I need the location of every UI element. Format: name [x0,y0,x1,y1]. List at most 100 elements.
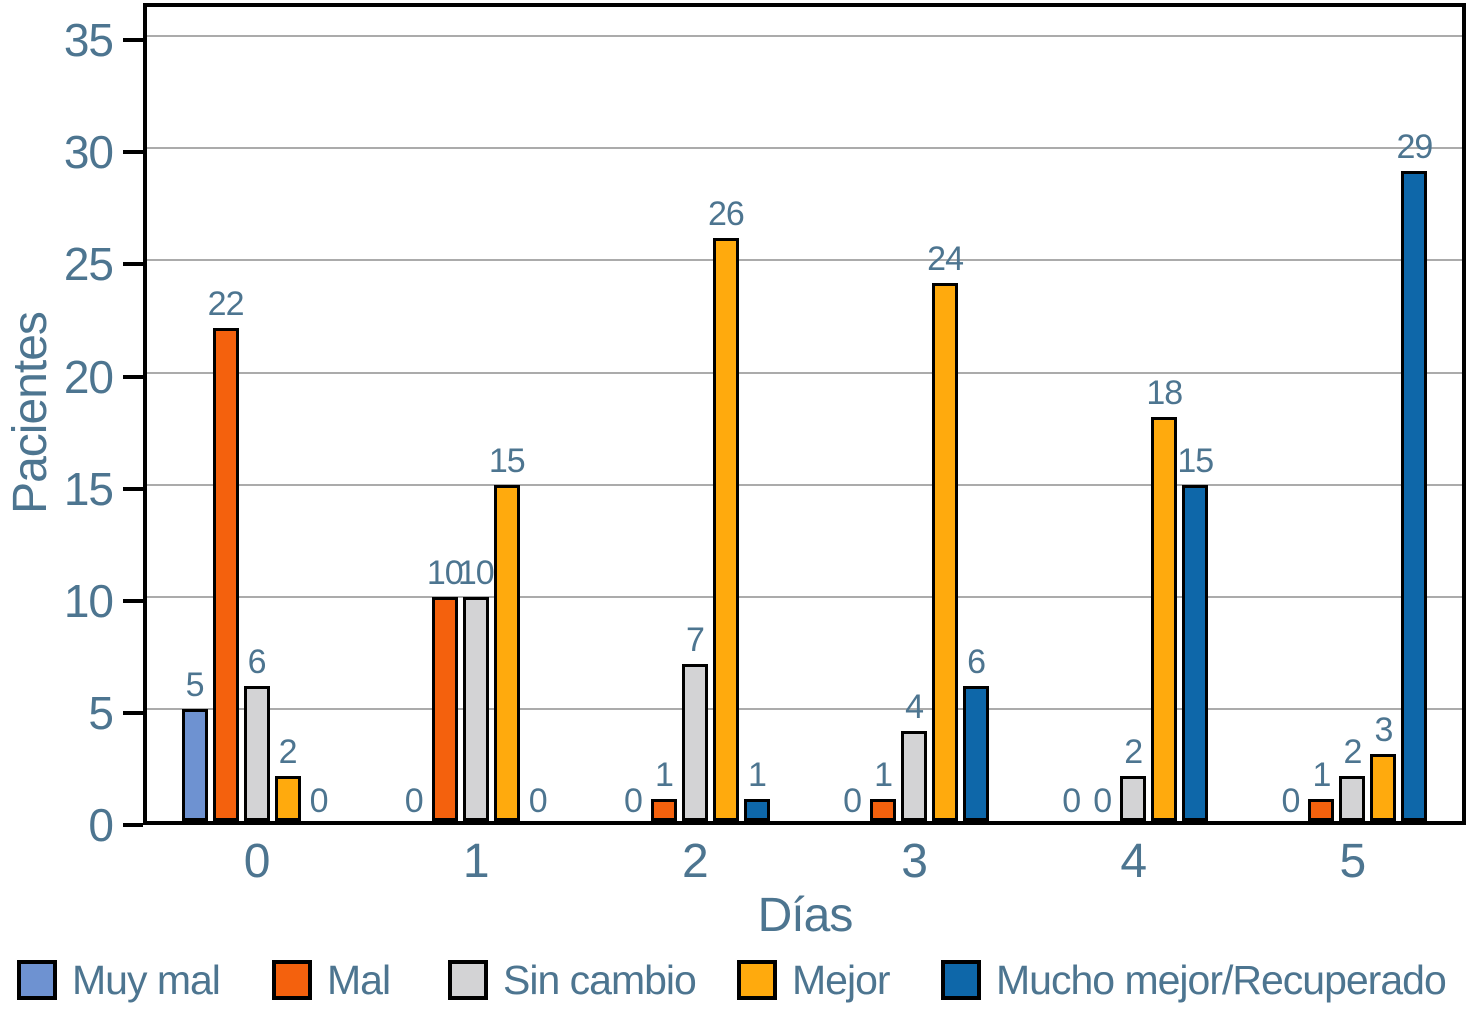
bar-sin-cambio [462,597,489,821]
bar-mejor [274,776,301,821]
bar-value-label: 1 [874,756,893,794]
bar-mucho-mejor-recuperado [963,686,990,821]
bar-value-label: 0 [528,782,548,820]
y-axis-tick [123,150,143,155]
bar-value-label: 1 [747,756,767,794]
h-gridline [147,707,1462,710]
bar-mal [431,597,458,821]
bar-value-label: 0 [1093,782,1112,820]
y-axis-tick [123,823,143,827]
h-gridline [147,371,1462,374]
bar-group-day-0: 5 22 6 2 0 [181,7,332,821]
bar-sin-cambio [1339,776,1366,821]
h-gridline [147,483,1462,486]
bar-group-day-4: 0 0 2 18 15 [1058,7,1214,821]
plot-inner: 5 22 6 2 0 0 10 10 15 0 0 1 7 26 1 0 1 4 24 6 0 0 2 18 15 0 1 2 3 29 [147,7,1462,821]
bar-value-label: 26 [707,195,745,233]
x-axis-title: Días [757,889,854,942]
legend-swatch [272,960,312,1000]
x-tick-label: 3 [901,835,928,888]
x-tick-label: 4 [1120,835,1147,888]
bar-value-label: 3 [1374,711,1393,749]
bar-sin-cambio [1120,776,1147,821]
bar-value-label: 29 [1396,128,1433,166]
bar-value-label: 0 [1062,782,1081,820]
bar-mejor [1370,754,1397,821]
bar-group-day-1: 0 10 10 15 0 [401,7,551,821]
legend-label: Sin cambio [503,956,697,1003]
bar-value-label: 15 [488,442,526,480]
legend-item-mucho-mejor-recuperado: Mucho mejor/Recuperado [941,952,1447,1008]
bar-group-day-2: 0 1 7 26 1 [620,7,770,821]
h-gridline [147,35,1462,38]
plot-area: 5 22 6 2 0 0 10 10 15 0 0 1 7 26 1 0 1 4 24 6 0 0 2 18 15 0 1 2 3 29 … [64,3,1466,850]
bar-value-label: 0 [843,782,862,820]
legend-item-sin-cambio: Sin cambio [448,952,697,1008]
y-axis-tick [123,598,143,603]
h-gridline [147,595,1462,598]
bar-value-label: 0 [1281,782,1300,820]
legend-item-muy-mal: Muy mal [17,952,221,1008]
legend-swatch [737,960,777,1000]
bar-mal [870,799,897,821]
bar-mal [1308,799,1335,821]
bar-mejor [932,283,959,821]
bar-value-label: 1 [1312,756,1331,794]
legend-swatch [941,960,981,1000]
y-axis-tick [123,374,143,379]
bar-group-day-3: 0 1 4 24 6 [839,7,990,821]
y-tick-label: 5 [88,686,114,739]
y-tick-label: 35 [63,14,114,67]
bar-value-label: 10 [457,554,495,592]
x-tick-label: 0 [243,835,271,888]
bar-mal [212,328,239,821]
bar-value-label: 2 [1343,733,1362,771]
bar-value-label: 10 [426,554,464,592]
y-tick-label: 30 [63,126,114,179]
x-tick-label: 1 [462,835,490,888]
bar-value-label: 24 [927,240,964,278]
y-axis-title: Pacientes [4,312,57,514]
x-tick-label: 2 [682,835,709,888]
bar-mejor [493,485,520,821]
bar-value-label: 0 [623,782,643,820]
y-tick-label: 15 [63,462,114,515]
bar-mejor [712,238,739,821]
bar-value-label: 0 [404,782,424,820]
bar-value-label: 2 [1124,733,1143,771]
y-axis-tick [123,486,143,491]
y-tick-label: 25 [63,238,114,291]
bar-value-label: 6 [247,643,267,681]
bar-sin-cambio [243,686,270,821]
bar-mucho-mejor-recuperado [743,799,770,821]
bar-mejor [1151,417,1178,821]
legend-swatch [17,960,57,1000]
legend-label: Muy mal [72,956,221,1003]
y-tick-label: 0 [88,799,114,851]
bar-sin-cambio [901,731,928,821]
legend-label: Mal [327,956,391,1003]
h-gridline [147,147,1462,150]
legend-label: Mucho mejor/Recuperado [996,956,1447,1003]
y-tick-label: 20 [63,350,114,403]
bar-value-label: 4 [905,688,924,726]
bar-mal [650,799,677,821]
bar-value-label: 5 [185,666,205,704]
bar-value-label: 18 [1146,374,1183,412]
bar-value-label: 6 [967,643,986,681]
bar-value-label: 0 [309,782,329,820]
bar-sin-cambio [681,664,708,821]
bar-group-day-5: 0 1 2 3 29 [1277,7,1433,821]
legend-item-mal: Mal [272,952,391,1008]
bar-muy-mal [181,709,208,821]
y-axis-tick [123,710,143,715]
bar-mucho-mejor-recuperado [1182,485,1209,821]
legend-item-mejor: Mejor [737,952,891,1008]
y-axis-tick [123,262,143,267]
bar-mucho-mejor-recuperado [1401,171,1428,821]
legend: Muy mal Mal Sin cambio Mejor Mucho mejor/Rec… [0,952,1467,1012]
legend-swatch [448,960,488,1000]
h-gridline [147,259,1462,262]
bar-value-label: 2 [278,733,298,771]
